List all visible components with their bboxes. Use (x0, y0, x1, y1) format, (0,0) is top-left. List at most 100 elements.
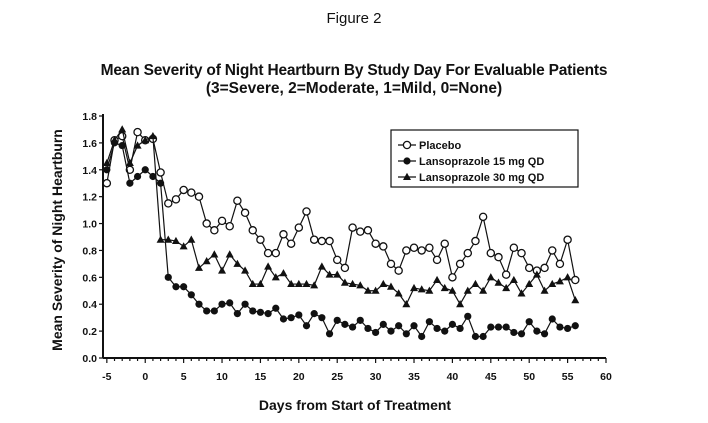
data-point (225, 221, 234, 231)
data-point (571, 295, 580, 304)
x-tick-label: 10 (216, 371, 228, 383)
data-point (148, 131, 157, 140)
series-2 (102, 125, 580, 308)
data-point (126, 179, 134, 187)
data-point (249, 307, 257, 315)
data-point (402, 300, 411, 308)
data-point (471, 236, 480, 246)
data-point (494, 278, 503, 286)
data-point (540, 330, 549, 338)
data-point (448, 273, 457, 282)
data-point (195, 300, 203, 308)
x-tick-label: 45 (485, 371, 497, 383)
legend-label: Lansoprazole 30 mg QD (419, 172, 544, 184)
data-point (533, 327, 541, 335)
x-tick-label: 40 (447, 371, 459, 383)
data-point (286, 239, 296, 248)
data-point (363, 286, 372, 294)
y-tick-label: 0.2 (82, 326, 97, 338)
data-point (456, 300, 465, 308)
legend: Placebo Lansoprazole 15 mg QD Lansoprazole… (390, 129, 579, 188)
data-point (264, 262, 273, 270)
data-point (433, 324, 441, 333)
data-point (179, 242, 188, 250)
data-point (464, 312, 472, 320)
y-tick-label: 0.8 (82, 245, 97, 257)
data-point (279, 315, 288, 323)
axes: -5 0 5 10 15 20 25 30 35 40 45 50 55 60 0.0 0.2 0.4 0.6 0.… (82, 111, 612, 383)
data-point (525, 279, 534, 288)
data-point (418, 332, 426, 341)
legend-label: Lansoprazole 15 mg QD (419, 156, 544, 168)
data-point (501, 270, 511, 279)
data-point (502, 283, 511, 292)
data-point (194, 263, 203, 271)
data-point (448, 286, 457, 294)
legend-marker (403, 172, 411, 180)
data-point (340, 263, 350, 273)
data-point (395, 322, 403, 330)
data-point (302, 322, 311, 330)
y-tick-label: 1.0 (82, 219, 97, 231)
data-point (187, 188, 196, 197)
data-point (509, 243, 519, 253)
data-point (141, 166, 149, 174)
data-point (563, 235, 572, 244)
data-point (379, 242, 388, 251)
x-tick-label: 60 (600, 371, 612, 383)
data-point (325, 236, 334, 246)
data-point (440, 239, 449, 248)
data-point (294, 223, 304, 232)
data-point (502, 323, 510, 331)
data-point (571, 322, 579, 330)
y-axis-label: Mean Severity of Night Heartburn (49, 129, 65, 351)
data-point (363, 226, 373, 235)
data-point (171, 236, 180, 245)
data-point (564, 324, 572, 333)
x-tick-label: 20 (293, 371, 305, 383)
chart-title: Mean Severity of Night Heartburn By Stud… (100, 62, 608, 79)
data-point (540, 263, 549, 273)
data-point (218, 266, 227, 274)
data-point (233, 310, 241, 318)
legend-box (390, 129, 579, 188)
data-point (509, 275, 518, 284)
data-point (241, 266, 250, 274)
data-point (517, 289, 526, 297)
data-point (233, 259, 242, 267)
data-point (425, 243, 434, 253)
data-point (417, 246, 426, 255)
data-point (371, 286, 380, 294)
data-point (287, 314, 295, 322)
data-point (310, 281, 319, 289)
y-tick-label: 0.4 (82, 299, 97, 311)
data-point (555, 277, 564, 285)
data-point (556, 323, 564, 331)
data-point (102, 158, 111, 167)
data-point (356, 281, 365, 289)
data-point (317, 236, 327, 246)
data-point (325, 270, 334, 278)
data-point (525, 318, 533, 326)
y-tick-label: 1.4 (82, 165, 97, 177)
data-point (487, 323, 495, 331)
data-point (125, 158, 134, 167)
data-point (540, 286, 549, 294)
data-point (417, 285, 426, 293)
data-point (463, 286, 472, 294)
data-point (547, 246, 557, 255)
data-point (194, 192, 204, 201)
data-point (133, 141, 142, 149)
data-point (248, 279, 257, 288)
data-point (340, 278, 349, 286)
data-point (202, 219, 211, 228)
data-point (356, 316, 364, 324)
data-point (563, 273, 572, 281)
data-point (133, 127, 142, 137)
data-point (317, 262, 326, 270)
data-point (133, 172, 142, 181)
data-point (226, 299, 234, 307)
x-tick-label: 35 (408, 371, 420, 383)
data-point (478, 212, 488, 222)
data-point (225, 250, 234, 258)
